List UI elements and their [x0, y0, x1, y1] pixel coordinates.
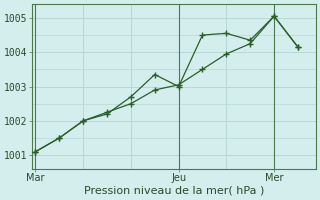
X-axis label: Pression niveau de la mer( hPa ): Pression niveau de la mer( hPa ): [84, 186, 264, 196]
